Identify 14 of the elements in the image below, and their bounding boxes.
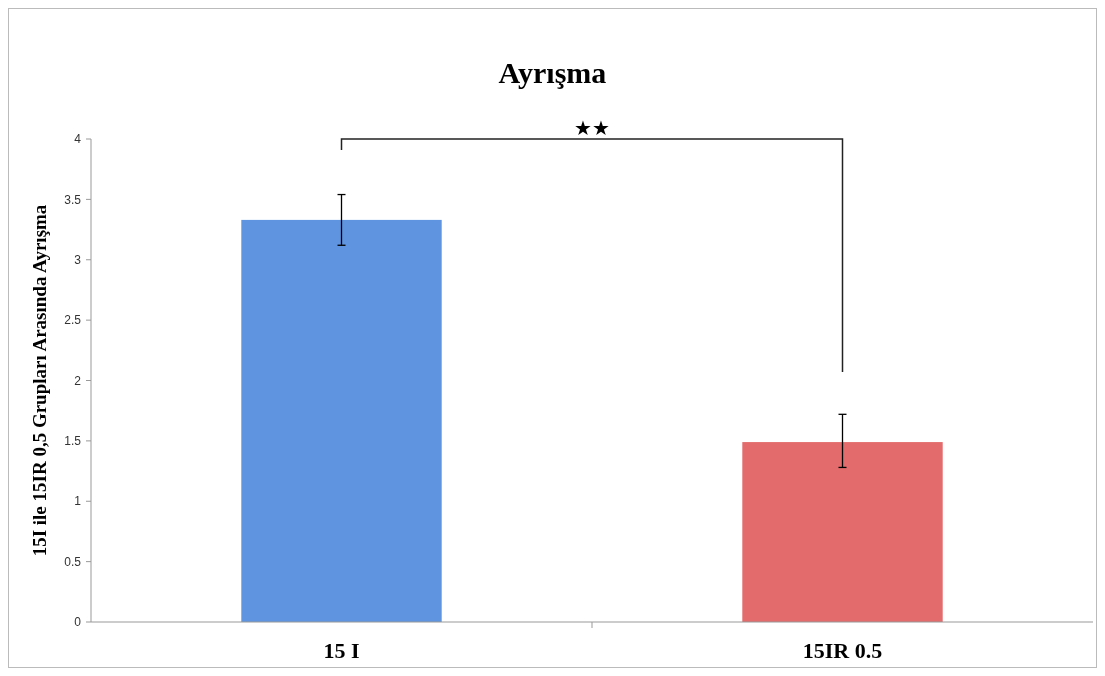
chart-title: Ayrışma	[498, 56, 607, 89]
y-tick-label: 2.5	[64, 313, 82, 328]
y-tick-label: 2	[74, 373, 82, 388]
y-tick-label: 1	[74, 494, 82, 509]
y-axis-title: 15I ile 15IR 0,5 Grupları Arasında Ayrışma	[29, 204, 50, 557]
y-tick-label: 0.5	[64, 554, 82, 569]
y-tick-label: 4	[74, 132, 82, 147]
y-tick-label: 3	[74, 252, 82, 267]
x-tick-label: 15 I	[323, 638, 360, 663]
x-tick-label: 15IR 0.5	[802, 638, 883, 663]
y-tick-label: 3.5	[64, 192, 82, 207]
y-tick-label: 1.5	[64, 434, 82, 449]
text: ★★	[574, 117, 610, 139]
y-tick-label: 0	[74, 615, 82, 630]
